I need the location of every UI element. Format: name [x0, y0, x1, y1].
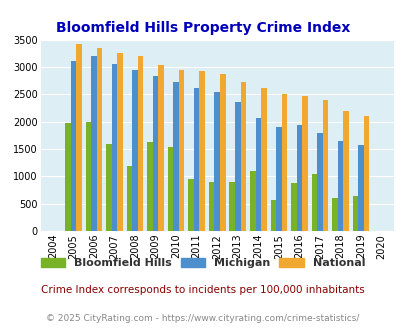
Bar	[352, 196, 357, 231]
Bar	[85, 122, 91, 231]
Bar	[229, 182, 234, 231]
Bar	[126, 166, 132, 231]
Text: Crime Index corresponds to incidents per 100,000 inhabitants: Crime Index corresponds to incidents per…	[41, 285, 364, 295]
Bar	[260, 88, 266, 231]
Bar	[311, 174, 316, 231]
Bar	[363, 115, 369, 231]
Bar	[138, 56, 143, 231]
Bar	[91, 56, 96, 231]
Bar	[209, 182, 214, 231]
Bar	[199, 71, 205, 231]
Bar	[290, 183, 296, 231]
Bar	[342, 111, 348, 231]
Bar	[173, 82, 179, 231]
Bar	[281, 94, 286, 231]
Bar	[322, 100, 327, 231]
Bar	[296, 125, 301, 231]
Bar	[70, 61, 76, 231]
Bar	[249, 171, 255, 231]
Bar	[331, 198, 337, 231]
Bar	[255, 118, 260, 231]
Text: © 2025 CityRating.com - https://www.cityrating.com/crime-statistics/: © 2025 CityRating.com - https://www.city…	[46, 314, 359, 323]
Bar	[275, 127, 281, 231]
Text: Bloomfield Hills Property Crime Index: Bloomfield Hills Property Crime Index	[55, 21, 350, 35]
Bar	[188, 179, 194, 231]
Bar	[316, 133, 322, 231]
Bar	[194, 88, 199, 231]
Bar	[214, 92, 220, 231]
Bar	[357, 145, 363, 231]
Bar	[270, 200, 275, 231]
Bar	[106, 144, 111, 231]
Bar	[152, 76, 158, 231]
Bar	[301, 96, 307, 231]
Bar	[117, 53, 123, 231]
Bar	[96, 49, 102, 231]
Bar	[158, 65, 164, 231]
Bar	[111, 64, 117, 231]
Bar	[337, 141, 342, 231]
Legend: Bloomfield Hills, Michigan, National: Bloomfield Hills, Michigan, National	[36, 253, 369, 273]
Bar	[234, 103, 240, 231]
Bar	[167, 147, 173, 231]
Bar	[132, 70, 138, 231]
Bar	[65, 123, 70, 231]
Bar	[147, 142, 152, 231]
Bar	[220, 74, 225, 231]
Bar	[76, 44, 81, 231]
Bar	[240, 82, 245, 231]
Bar	[179, 70, 184, 231]
